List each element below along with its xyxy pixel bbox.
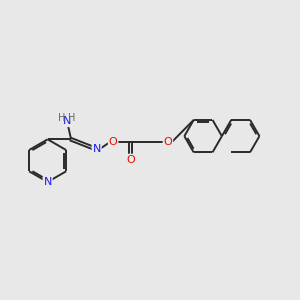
Text: N: N <box>92 144 101 154</box>
Text: N: N <box>44 177 52 187</box>
Text: H: H <box>58 112 65 123</box>
Text: O: O <box>109 137 118 147</box>
Text: O: O <box>164 137 172 147</box>
Text: N: N <box>63 116 71 126</box>
Text: H: H <box>68 112 75 123</box>
Text: O: O <box>126 154 135 165</box>
